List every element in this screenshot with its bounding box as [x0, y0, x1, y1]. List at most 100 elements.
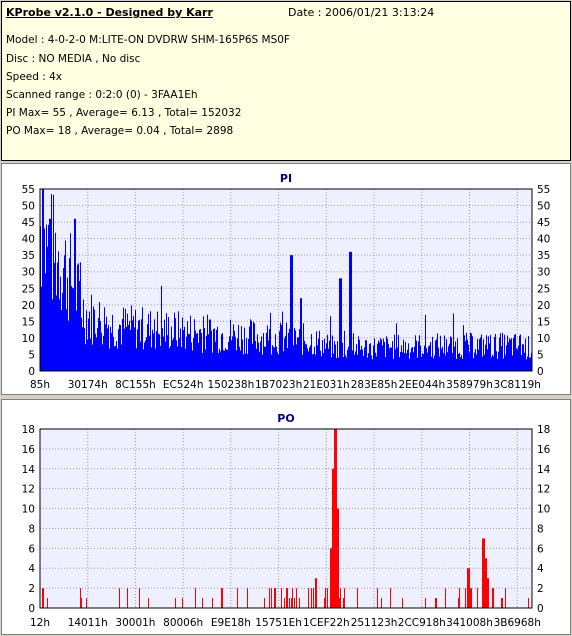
data-bar [284, 338, 285, 371]
data-bar [288, 332, 289, 371]
data-bar [194, 319, 195, 371]
pi-chart-panel: 0 0 5 5 10 10 15 15 20 20 25 25 30 30 35 35 40 40 45 45 50 50… [1, 163, 571, 395]
data-bar [516, 348, 517, 371]
data-bar [123, 307, 124, 371]
data-bar [237, 338, 238, 371]
data-bar [311, 334, 312, 371]
data-bar [113, 336, 114, 371]
speed-line: Speed : 4x [6, 71, 63, 83]
data-bar [490, 334, 491, 371]
data-bar [166, 313, 167, 371]
data-bar [169, 348, 170, 371]
data-bar [256, 348, 257, 371]
data-bar [364, 347, 365, 371]
data-bar [59, 299, 60, 371]
data-bar [334, 341, 335, 371]
data-bar [359, 339, 360, 371]
data-bar [196, 333, 197, 371]
po-chart: 0 0 2 2 4 4 6 6 8 8 10 10 12 12 14 14 16 16 18 18 PO 12h 14011… [22, 412, 551, 629]
data-bar [285, 335, 286, 371]
data-bar [445, 355, 446, 371]
data-bar [422, 353, 423, 371]
data-bar [139, 319, 140, 371]
data-bar [337, 508, 338, 608]
data-bar [155, 348, 156, 371]
data-bar [458, 598, 459, 608]
data-bar [281, 325, 282, 371]
data-bar [265, 346, 266, 371]
data-bar [56, 295, 57, 371]
data-bar [426, 348, 427, 371]
x-tick-label: 12h [30, 617, 50, 629]
data-bar [330, 316, 331, 371]
data-bar [233, 324, 234, 371]
data-bar [250, 319, 251, 371]
data-bar [53, 194, 54, 371]
data-bar [80, 588, 81, 608]
data-bar [512, 355, 513, 371]
data-bar [153, 333, 154, 371]
data-bar [83, 299, 84, 371]
data-bar [287, 588, 288, 608]
data-bar [122, 319, 123, 371]
data-bar [293, 345, 294, 371]
data-bar [435, 340, 436, 371]
data-bar [416, 340, 417, 371]
data-bar [521, 355, 522, 371]
data-bar [242, 339, 243, 371]
data-bar [409, 358, 410, 371]
data-bar [230, 319, 231, 371]
x-tick-label: 85h [30, 379, 50, 391]
data-bar [238, 324, 239, 371]
data-bar [405, 341, 406, 371]
data-bar [372, 359, 373, 371]
data-bar [283, 351, 284, 371]
data-bar [450, 336, 451, 371]
data-bar [507, 335, 508, 371]
data-bar [236, 350, 237, 371]
data-bar [485, 558, 486, 608]
data-bar [72, 287, 73, 371]
data-bar [367, 357, 368, 371]
x-tick-label: 8C155h [115, 379, 156, 391]
x-tick-label: EC524h [163, 379, 204, 391]
y-tick-label-left: 2 [28, 583, 35, 595]
data-bar [163, 336, 164, 371]
data-bar [175, 598, 176, 608]
scan-date: Date : 2006/01/21 3:13:24 [288, 6, 435, 19]
data-bar [481, 334, 482, 371]
data-bar [517, 349, 518, 371]
data-bar [289, 328, 290, 371]
data-bar [414, 346, 415, 371]
y-tick-label-left: 16 [22, 444, 36, 456]
data-bar [274, 347, 275, 371]
data-bar [320, 350, 321, 371]
data-bar [205, 349, 206, 371]
data-bar [315, 578, 316, 608]
data-bar [470, 332, 471, 371]
data-bar [92, 344, 93, 371]
data-bar [183, 330, 184, 371]
y-tick-label-right: 2 [537, 583, 544, 595]
data-bar [408, 343, 409, 371]
data-bar [401, 345, 402, 371]
data-bar [173, 338, 174, 371]
data-bar [216, 330, 217, 371]
data-bar [386, 336, 387, 371]
data-bar [171, 326, 172, 371]
data-bar [140, 341, 141, 371]
data-bar [424, 345, 425, 371]
data-bar [229, 336, 230, 371]
data-bar [71, 286, 72, 371]
data-bar [309, 347, 310, 371]
data-bar [291, 255, 292, 371]
data-bar [421, 356, 422, 371]
data-bar [335, 344, 336, 371]
data-bar [68, 320, 69, 371]
data-bar [296, 588, 297, 608]
data-bar [189, 334, 190, 371]
data-bar [331, 357, 332, 371]
data-bar [209, 319, 210, 371]
data-bar [518, 345, 519, 371]
data-bar [67, 277, 68, 371]
